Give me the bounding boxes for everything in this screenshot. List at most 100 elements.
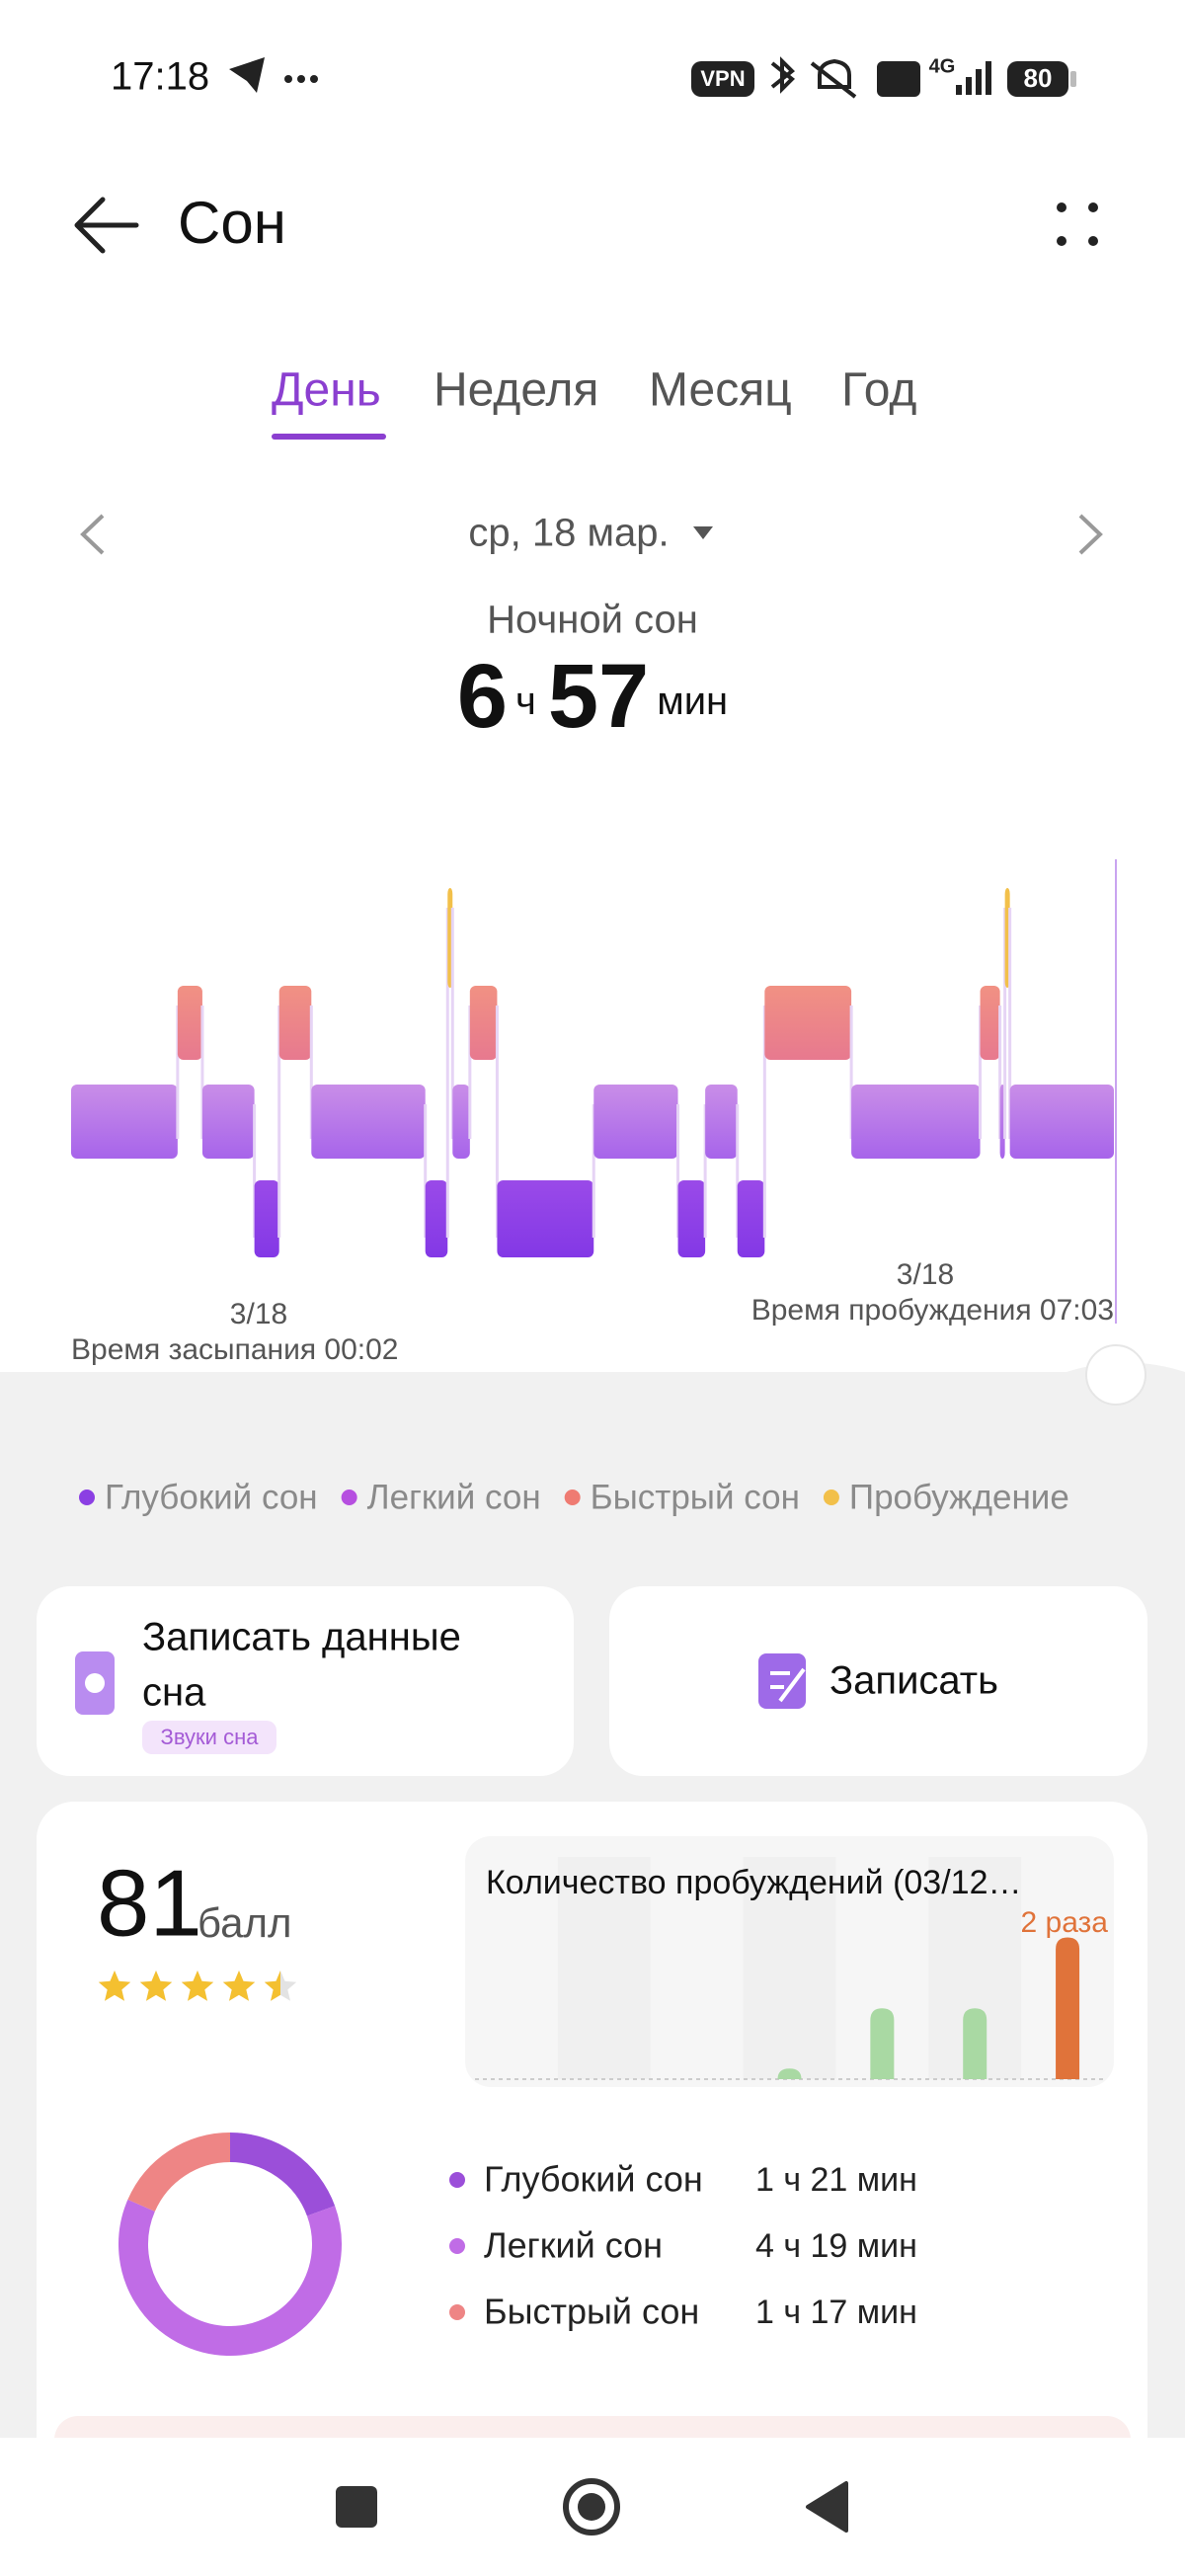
sleep-start-date: 3/18 — [230, 1298, 287, 1330]
summary-minutes: 57 — [548, 646, 649, 747]
volte-badge — [877, 61, 920, 97]
page-title: Сон — [178, 190, 286, 256]
legend-dot — [564, 1489, 581, 1505]
sleep-segment — [452, 1085, 470, 1159]
bluetooth-icon — [770, 56, 795, 94]
summary-minutes-unit: мин — [657, 680, 728, 723]
telegram-icon — [229, 57, 265, 93]
menu-button[interactable] — [1057, 202, 1098, 246]
score-stars — [98, 1971, 297, 2001]
tabs: День Неделя Месяц Год — [272, 364, 916, 417]
legend-label: Легкий сон — [367, 1478, 541, 1516]
stage-duration: 1 ч 21 мин — [755, 2161, 917, 2199]
record-icon-pen — [770, 1667, 806, 1703]
stage-dot — [449, 2172, 465, 2188]
battery — [1007, 61, 1068, 97]
nav-home-dot — [578, 2493, 605, 2521]
summary-hours-unit: ч — [515, 680, 536, 723]
sleep-segment — [254, 1180, 279, 1257]
tab[interactable]: Год — [841, 364, 916, 417]
legend-label: Пробуждение — [849, 1478, 1069, 1516]
nav-recents[interactable] — [336, 2486, 377, 2528]
record-sleep-icon-moon — [85, 1673, 105, 1693]
star — [139, 1971, 173, 2001]
record-card[interactable] — [609, 1586, 1147, 1776]
column-stripe — [743, 1857, 836, 2079]
battery-level: 80 — [1024, 63, 1053, 93]
star — [222, 1971, 256, 2001]
record-sleep-title-1: Записать данные — [142, 1616, 461, 1659]
score-value: 81 — [97, 1850, 202, 1956]
sleep-segment — [764, 986, 852, 1060]
sleep-segment — [201, 1085, 255, 1159]
awakening-bar — [1056, 1937, 1080, 2079]
vpn-text: VPN — [700, 66, 745, 91]
sleep-segment — [497, 1180, 594, 1257]
sleep-segment — [980, 986, 1000, 1060]
vpn-badge — [691, 61, 754, 97]
legend-dot — [341, 1489, 357, 1505]
wake-label: Время пробуждения 07:03 — [751, 1294, 1114, 1327]
wake-date: 3/18 — [897, 1258, 954, 1291]
awakenings-latest: 2 раза — [1021, 1906, 1109, 1939]
nav-home[interactable] — [563, 2478, 620, 2536]
donut-segment — [118, 2199, 342, 2356]
tab[interactable]: Месяц — [649, 364, 792, 417]
hypnogram — [71, 888, 1114, 1257]
legend-dot — [823, 1489, 839, 1505]
star — [181, 1971, 214, 2001]
awakening-bar — [777, 2068, 802, 2079]
status-time: 17:18 — [111, 55, 209, 99]
awakenings-chart — [475, 1857, 1104, 2080]
active-tab-indicator — [272, 434, 386, 440]
tab[interactable]: Неделя — [434, 364, 598, 417]
sleep-segment — [705, 1085, 738, 1159]
sleep-segment — [311, 1085, 426, 1159]
stage-list: Глубокий сон 1 ч 21 мин Легкий сон 4 ч 19 м… — [449, 2159, 917, 2332]
legend: Глубокий сон Легкий сон Быстрый сон Пробужд… — [79, 1478, 1069, 1516]
stage-name: Легкий сон — [484, 2225, 663, 2266]
stage-duration: 1 ч 17 мин — [755, 2294, 917, 2331]
chart-scrubber[interactable] — [1085, 1344, 1146, 1406]
battery-tip — [1070, 71, 1076, 87]
sleep-segment — [177, 986, 202, 1060]
donut-segment — [127, 2133, 231, 2213]
summary-duration: 6 ч 57 мин — [457, 646, 728, 747]
next-day[interactable] — [1078, 514, 1103, 555]
sleep-start-label: Время засыпания 00:02 — [71, 1333, 399, 1366]
record-title: Записать — [830, 1659, 998, 1703]
sleep-sounds-tag[interactable] — [142, 1721, 276, 1754]
sleep-segment — [851, 1085, 981, 1159]
sleep-segment — [71, 1085, 178, 1159]
sleep-segment — [469, 986, 498, 1060]
stage-name: Быстрый сон — [484, 2292, 699, 2332]
record-icon — [758, 1653, 806, 1709]
back-button[interactable] — [74, 197, 139, 254]
record-sleep-title-2: сна — [142, 1671, 206, 1715]
stage-donut — [118, 2133, 342, 2356]
legend-label: Глубокий сон — [105, 1478, 318, 1516]
stage-name: Глубокий сон — [484, 2159, 703, 2200]
sleep-segment — [677, 1180, 706, 1257]
mute-icon — [810, 58, 857, 99]
awakenings-title: Количество пробуждений (03/12… — [486, 1864, 1021, 1901]
awakening-bar — [963, 2008, 988, 2079]
date-dropdown[interactable] — [693, 526, 713, 539]
star — [98, 1971, 131, 2001]
column-stripe — [557, 1857, 651, 2079]
date[interactable]: ср, 18 мар. — [468, 512, 669, 555]
signal-icon — [956, 61, 991, 95]
network-type: 4G — [929, 55, 956, 77]
previous-day[interactable] — [80, 514, 105, 555]
tab[interactable]: День — [272, 364, 381, 417]
sleep-sounds-text: Звуки сна — [161, 1725, 260, 1749]
awakening-bar — [870, 2008, 895, 2079]
sleep-segment — [425, 1180, 448, 1257]
stage-duration: 4 ч 19 мин — [755, 2227, 917, 2265]
summary-label: Ночной сон — [487, 599, 698, 642]
sleep-segment — [1009, 1085, 1114, 1159]
nav-back[interactable] — [806, 2481, 848, 2533]
more-dots — [284, 75, 318, 83]
summary-hours: 6 — [457, 646, 508, 747]
